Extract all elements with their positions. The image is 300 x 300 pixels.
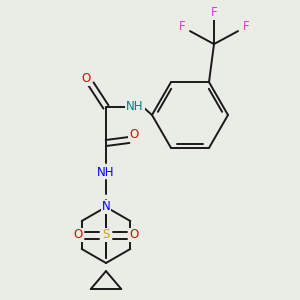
Text: F: F xyxy=(211,6,217,19)
Text: NH: NH xyxy=(126,100,144,113)
Text: N: N xyxy=(102,200,110,214)
Text: S: S xyxy=(102,229,110,242)
Text: O: O xyxy=(81,73,91,85)
Text: F: F xyxy=(179,20,185,33)
Text: NH: NH xyxy=(97,166,115,178)
Text: O: O xyxy=(129,128,139,142)
Text: F: F xyxy=(243,20,249,33)
Text: O: O xyxy=(129,229,139,242)
Text: O: O xyxy=(74,229,82,242)
